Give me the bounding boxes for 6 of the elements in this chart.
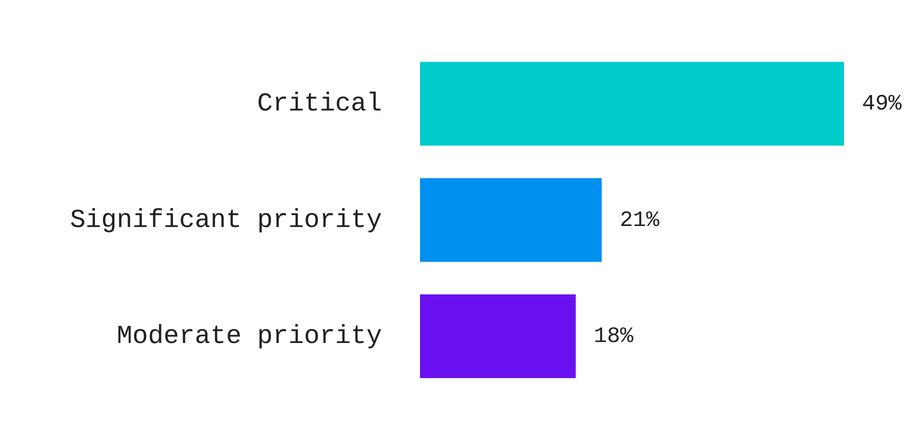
y-tick-label: Critical: [257, 88, 382, 119]
data-label: 49%: [862, 92, 902, 117]
y-tick-label: Moderate priority: [116, 321, 382, 352]
data-label: 18%: [594, 324, 634, 350]
data-label: 21%: [620, 208, 660, 233]
y-tick-label: Significant priority: [70, 204, 382, 235]
